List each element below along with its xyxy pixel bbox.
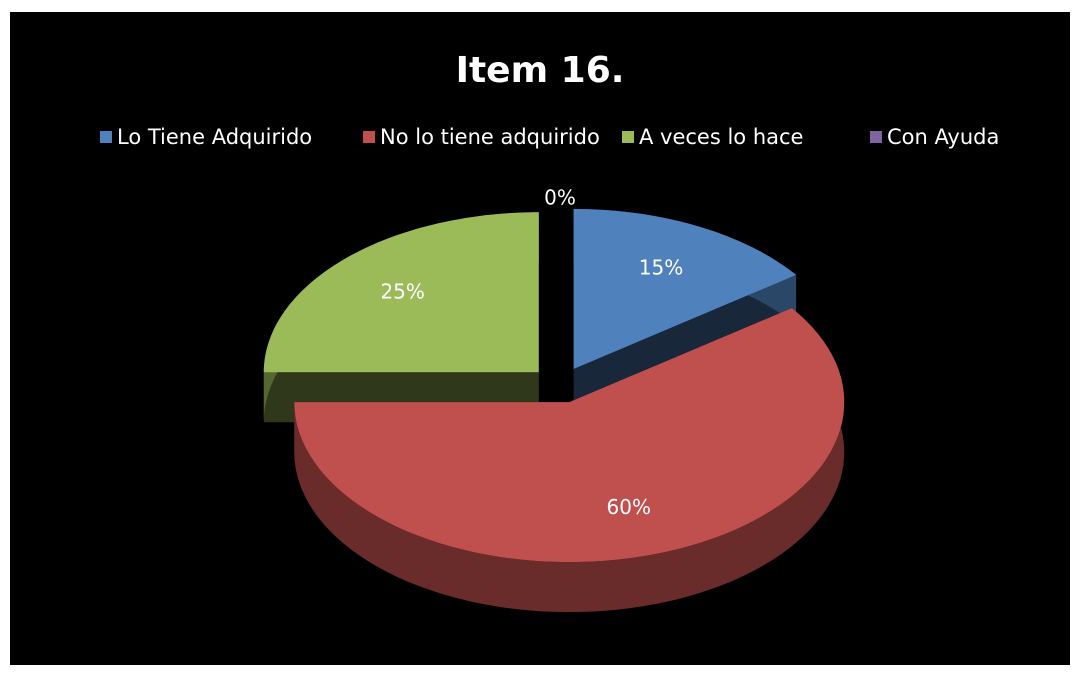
slice	[263, 212, 539, 373]
chart-title: Item 16.	[456, 50, 625, 91]
legend-swatch	[622, 131, 634, 143]
data-label: 60%	[607, 495, 651, 519]
legend-swatch	[363, 131, 375, 143]
data-label: 0%	[544, 186, 576, 210]
data-label: 15%	[639, 256, 683, 280]
legend-swatch	[870, 131, 882, 143]
data-label: 25%	[380, 280, 424, 304]
legend-label: Lo Tiene Adquirido	[117, 125, 312, 149]
legend-swatch	[100, 131, 112, 143]
legend-label: Con Ayuda	[887, 125, 999, 149]
slice	[573, 209, 797, 369]
slice	[294, 308, 845, 563]
legend-label: A veces lo hace	[639, 125, 803, 149]
legend-label: No lo tiene adquirido	[380, 125, 600, 149]
